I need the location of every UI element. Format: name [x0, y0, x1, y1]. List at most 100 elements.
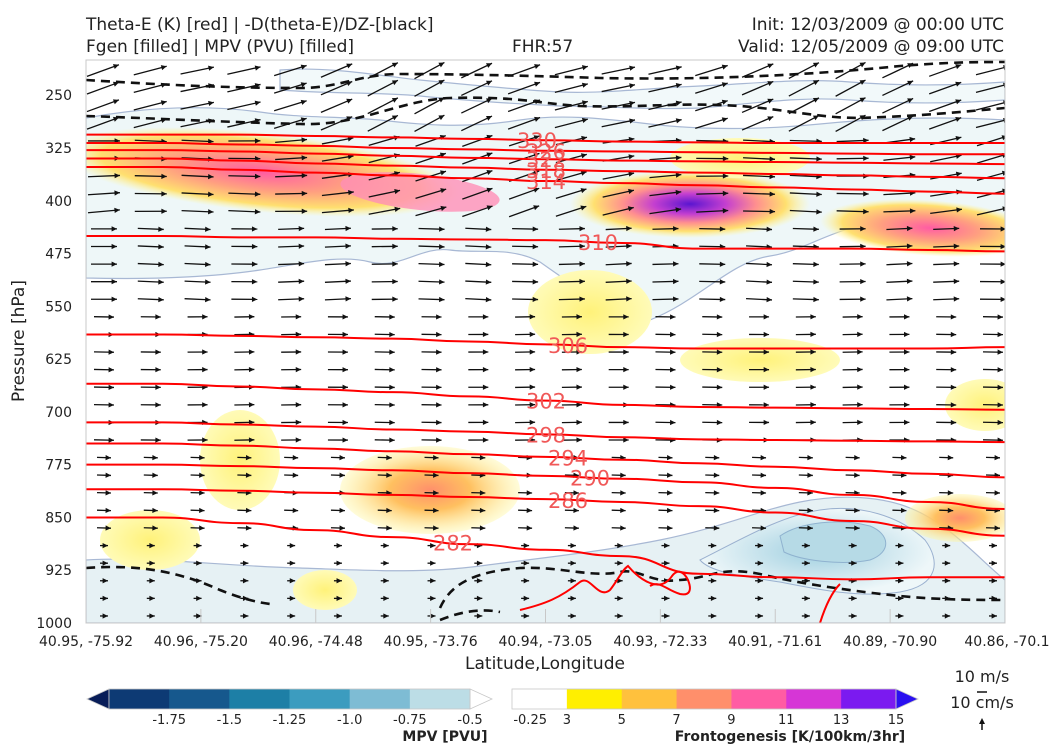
wind-arrow — [180, 101, 215, 110]
wind-arrowhead — [251, 226, 258, 232]
wind-arrowhead — [523, 578, 530, 584]
wind-arrowhead — [295, 331, 302, 338]
wind-arrowhead — [152, 525, 158, 531]
wind-arrowhead — [289, 578, 296, 584]
wind-arrowhead — [626, 278, 632, 284]
wind-arrow — [601, 84, 636, 93]
wind-arrow — [367, 97, 399, 115]
wind-arrowhead — [900, 490, 907, 496]
wind-arrowhead — [532, 244, 539, 250]
wind-arrow — [975, 84, 1005, 93]
wind-arrow — [741, 80, 774, 96]
y-axis-ticks: 250 325 400 475 550 625 700 775 850 925 1000 — [36, 88, 72, 632]
wind-arrowhead — [766, 279, 773, 285]
wind-arrowhead — [346, 63, 353, 69]
wind-arrowhead — [670, 331, 676, 338]
wind-arrow — [741, 116, 774, 131]
wind-arrowhead — [906, 296, 913, 302]
wind-arrowhead — [581, 135, 588, 141]
wind-arrowhead — [857, 384, 863, 390]
wind-arrowhead — [617, 613, 623, 619]
wind-arrowhead — [573, 525, 579, 531]
wind-arrowhead — [955, 116, 962, 122]
wind-arrowhead — [997, 419, 1003, 426]
wind-arrowhead — [670, 367, 676, 373]
wind-arrowhead — [160, 65, 167, 71]
y-tick-label: 400 — [45, 194, 72, 210]
colorbar-segment — [841, 689, 897, 709]
wind-arrowhead — [769, 208, 776, 215]
wind-arrowhead — [436, 419, 442, 426]
wind-arrowhead — [342, 314, 348, 320]
wind-arrowhead — [767, 81, 774, 86]
wind-arrowhead — [816, 209, 822, 215]
wind-arrowhead — [254, 191, 261, 197]
wind-arrowhead — [570, 542, 576, 549]
wind-arrowhead — [629, 100, 635, 106]
wind-arrowhead — [581, 100, 588, 106]
wind-arrowhead — [433, 472, 439, 478]
wind-arrowhead — [345, 296, 351, 302]
wind-arrowhead — [767, 63, 774, 69]
wind-arrowhead — [254, 173, 261, 179]
wind-arrowhead — [950, 367, 957, 373]
wind-arrowhead — [202, 437, 208, 443]
theta-e-label-286: 286 — [548, 489, 588, 513]
wind-arrowhead — [289, 613, 296, 619]
x-tick-label: 40.93, -72.33 — [613, 634, 707, 650]
wind-arrowhead — [208, 138, 214, 144]
wind-arrowhead — [810, 419, 816, 425]
wind-arrowhead — [533, 187, 540, 193]
wind-arrowhead — [205, 297, 211, 303]
wind-arrow — [227, 101, 261, 111]
wind-arrowhead — [898, 613, 904, 619]
wind-arrowhead — [482, 437, 489, 443]
wind-arrowhead — [675, 100, 682, 106]
x-tick-label: 40.86, -70.1 — [964, 634, 1049, 650]
wind-arrow — [695, 100, 728, 112]
wind-arrowhead — [810, 366, 816, 373]
wind-arrowhead — [108, 367, 114, 373]
wind-arrowhead — [570, 560, 576, 566]
wind-arrowhead — [851, 560, 857, 566]
wind-arrowhead — [298, 261, 305, 267]
wind-arrowhead — [430, 578, 436, 584]
wind-arrowhead — [813, 261, 819, 267]
init-time: Init: 12/03/2009 @ 00:00 UTC — [751, 15, 1004, 35]
wind-arrowhead — [430, 613, 436, 619]
wind-arrowhead — [301, 208, 308, 214]
wind-arrowhead — [346, 98, 353, 104]
wind-arrowhead — [532, 296, 539, 303]
wind-arrowhead — [810, 384, 816, 390]
x-tick-label: 40.95, -75.92 — [39, 634, 133, 650]
wind-arrowhead — [576, 384, 582, 390]
wind-arrowhead — [953, 226, 960, 232]
wind-arrow — [554, 118, 588, 129]
wind-arrowhead — [670, 419, 676, 426]
colorbar-tick-label: -1.5 — [217, 713, 242, 728]
colorbar-tick-label: -0.5 — [457, 713, 482, 728]
wind-arrowhead — [812, 115, 819, 121]
wind-arrowhead — [807, 455, 813, 461]
wind-arrowhead — [152, 472, 158, 478]
wind-arrowhead — [439, 226, 445, 232]
title-left-line1: Theta-E (K) [red] | -D(theta-E)/DZ-[blac… — [86, 15, 434, 35]
wind-arrowhead — [529, 366, 536, 373]
wind-arrowhead — [208, 209, 214, 215]
wind-arrowhead — [573, 490, 579, 496]
wind-arrowhead — [208, 191, 214, 197]
x-tick-label: 40.95, -73.76 — [384, 634, 478, 650]
theta-e-label-322: 322 — [526, 148, 566, 172]
wind-arrowhead — [580, 188, 587, 194]
colorbar-segment — [169, 689, 230, 709]
wind-arrowhead — [485, 279, 492, 285]
wind-arrowhead — [430, 560, 436, 566]
theta-e-label-310: 310 — [578, 231, 618, 255]
wind-arrowhead — [898, 560, 904, 566]
wind-arrowhead — [436, 367, 442, 373]
wind-arrow — [133, 65, 167, 76]
wind-arrowhead — [813, 296, 819, 303]
wind-arrowhead — [710, 578, 717, 584]
wind-arrow — [414, 79, 445, 97]
wind-arrowhead — [672, 226, 679, 232]
